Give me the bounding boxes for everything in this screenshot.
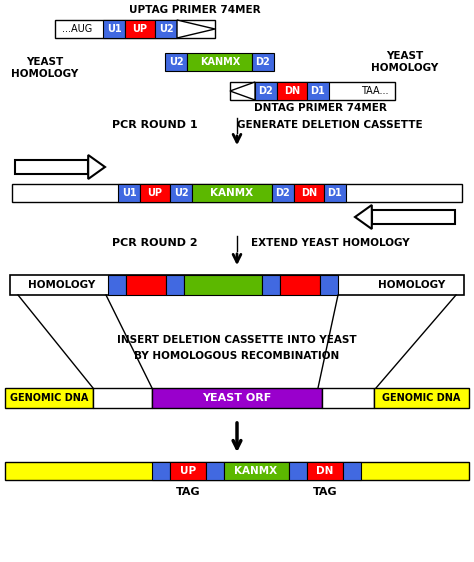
Bar	[12, 184, 462, 202]
Text: BY HOMOLOGOUS RECOMBINATION: BY HOMOLOGOUS RECOMBINATION	[134, 351, 340, 361]
Bar	[320, 275, 338, 295]
Text: U1: U1	[122, 188, 137, 198]
Text: UP: UP	[133, 24, 147, 34]
Text: TAG: TAG	[176, 487, 201, 497]
Text: UP: UP	[147, 188, 163, 198]
Bar	[93, 388, 152, 408]
Polygon shape	[230, 82, 255, 100]
Bar	[252, 53, 274, 71]
Text: KANMX: KANMX	[200, 57, 240, 67]
Text: U1: U1	[107, 24, 121, 34]
Text: DN: DN	[301, 188, 317, 198]
Bar	[324, 184, 346, 202]
Bar	[294, 184, 324, 202]
Bar	[125, 20, 155, 38]
Bar	[170, 184, 192, 202]
Text: PCR ROUND 1: PCR ROUND 1	[112, 120, 198, 130]
Text: ...AUG: ...AUG	[62, 24, 92, 34]
Bar	[277, 82, 307, 100]
Text: U2: U2	[169, 57, 183, 67]
Bar	[280, 275, 320, 295]
Bar	[140, 184, 170, 202]
Bar	[272, 184, 294, 202]
Bar	[230, 82, 395, 100]
Bar	[262, 275, 280, 295]
Bar	[192, 184, 272, 202]
Bar	[372, 210, 455, 224]
Text: U2: U2	[159, 24, 173, 34]
Bar	[5, 388, 93, 408]
Text: GENOMIC DNA: GENOMIC DNA	[10, 393, 88, 403]
Text: TAG: TAG	[313, 487, 337, 497]
Bar	[166, 275, 184, 295]
Text: TAA...: TAA...	[361, 86, 389, 96]
Bar	[155, 20, 177, 38]
Text: UPTAG PRIMER 74MER: UPTAG PRIMER 74MER	[129, 5, 261, 15]
Text: D1: D1	[328, 188, 342, 198]
Bar	[165, 53, 187, 71]
Bar	[152, 462, 170, 480]
Text: PCR ROUND 2: PCR ROUND 2	[112, 238, 198, 248]
Bar	[170, 462, 206, 480]
Text: D2: D2	[275, 188, 291, 198]
Text: YEAST ORF: YEAST ORF	[202, 393, 272, 403]
Bar	[224, 462, 289, 480]
Bar	[322, 388, 374, 408]
Text: EXTEND YEAST HOMOLOGY: EXTEND YEAST HOMOLOGY	[251, 238, 410, 248]
Text: HOMOLOGY: HOMOLOGY	[378, 280, 446, 290]
Bar	[255, 82, 277, 100]
Text: D1: D1	[310, 86, 325, 96]
Bar	[206, 462, 224, 480]
Bar	[55, 20, 215, 38]
Text: GENOMIC DNA: GENOMIC DNA	[382, 393, 460, 403]
Bar	[289, 462, 307, 480]
Bar	[152, 388, 322, 408]
Bar	[307, 462, 343, 480]
Bar	[184, 275, 262, 295]
Text: DN: DN	[316, 466, 334, 476]
Polygon shape	[355, 205, 372, 229]
Bar	[15, 160, 88, 174]
Bar	[126, 275, 166, 295]
Text: HOMOLOGY: HOMOLOGY	[28, 280, 96, 290]
Bar	[108, 275, 126, 295]
Text: KANMX: KANMX	[210, 188, 254, 198]
Bar	[343, 462, 361, 480]
Text: D2: D2	[259, 86, 273, 96]
Bar	[103, 20, 125, 38]
Bar	[10, 275, 464, 295]
Text: GENERATE DELETION CASSETTE: GENERATE DELETION CASSETTE	[237, 120, 423, 130]
Bar	[374, 388, 469, 408]
Polygon shape	[88, 155, 105, 179]
Text: YEAST
HOMOLOGY: YEAST HOMOLOGY	[11, 57, 79, 79]
Bar	[118, 184, 140, 202]
Text: DNTAG PRIMER 74MER: DNTAG PRIMER 74MER	[254, 103, 386, 113]
Bar	[187, 53, 252, 71]
Text: U2: U2	[173, 188, 188, 198]
Bar	[5, 462, 469, 480]
Text: YEAST
HOMOLOGY: YEAST HOMOLOGY	[371, 51, 438, 73]
Text: D2: D2	[255, 57, 270, 67]
Bar	[307, 82, 329, 100]
Text: DN: DN	[284, 86, 300, 96]
Polygon shape	[177, 20, 215, 38]
Text: INSERT DELETION CASSETTE INTO YEAST: INSERT DELETION CASSETTE INTO YEAST	[117, 335, 357, 345]
Text: UP: UP	[180, 466, 196, 476]
Text: KANMX: KANMX	[235, 466, 278, 476]
